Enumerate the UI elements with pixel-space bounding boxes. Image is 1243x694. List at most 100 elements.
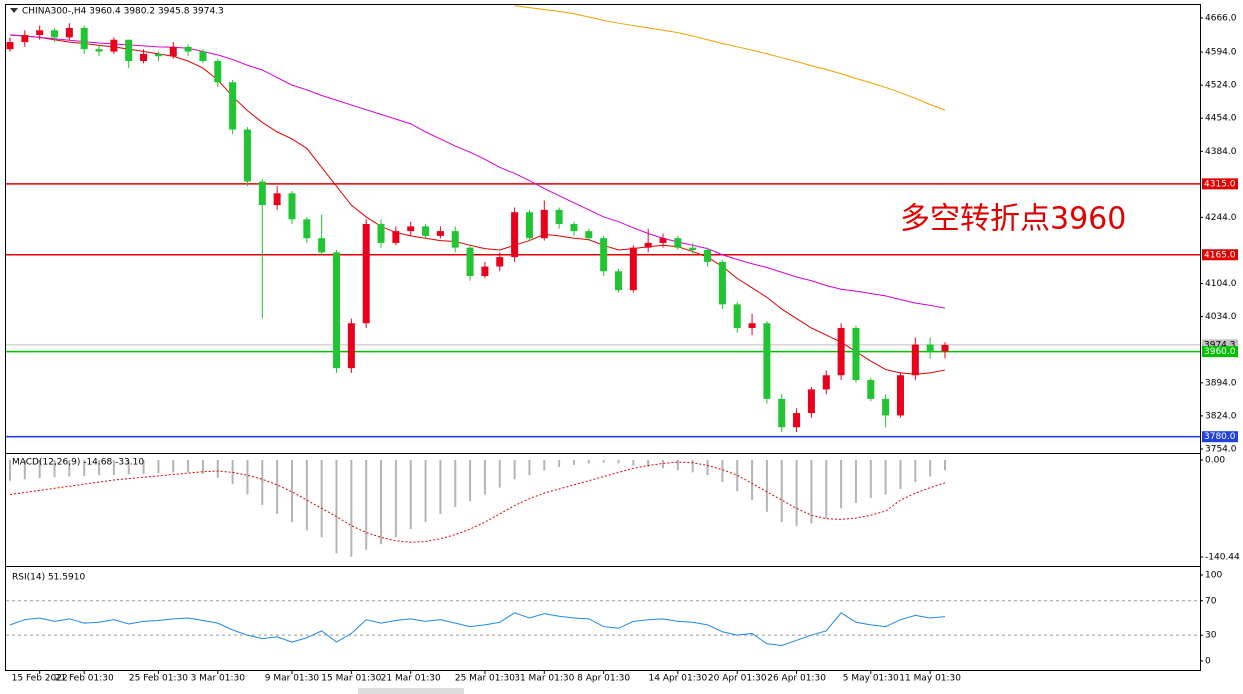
candle-body [644,242,652,248]
macd-label: MACD(12,26,9) -14.68 -33.10 [12,458,144,468]
y-tick-label: 3894.0 [1205,378,1237,388]
y-tick-label: 70 [1205,596,1217,606]
x-tick-label: 20 Apr 01:30 [708,674,767,684]
y-tick-label: 4384.0 [1205,147,1237,157]
candle-body [243,129,251,182]
level-tag [1202,346,1238,358]
candle-body [941,344,949,352]
y-tick-label: 4034.0 [1205,312,1237,322]
candle-body [540,209,548,239]
candle-body [110,39,118,52]
y-tick-label: 0.00 [1205,455,1225,465]
candle-body [318,238,326,253]
x-tick-label: 15 Feb 2022 [12,674,68,684]
candle-body [496,257,504,267]
x-tick-label: 31 Mar 01:30 [514,674,574,684]
candle-body [333,252,341,369]
candle-body [748,323,756,328]
candle-body [822,375,830,390]
y-tick-label: 4454.0 [1205,114,1237,124]
candle-body [807,389,815,414]
candle-body [570,224,578,232]
candle-body [852,327,860,380]
candle-body [229,82,237,130]
moving-average [514,5,946,111]
y-tick-label: 100 [1205,570,1222,580]
x-tick-label: 21 Feb 01:30 [55,674,114,684]
level-tag [1202,249,1238,261]
rsi-line [9,612,946,646]
moving-average [9,34,946,309]
y-tick-label: 4666.0 [1205,13,1237,23]
candle-body [659,238,667,243]
y-tick-label: 3824.0 [1205,411,1237,421]
chart-title: CHINA300-,H4 3960.4 3980.2 3945.8 3974.3 [22,7,224,17]
level-tag [1202,431,1238,443]
price-plot [6,5,1200,438]
rsi-plot [6,600,1200,646]
y-tick-label: 30 [1205,631,1217,641]
candle-body [422,226,430,236]
candle-body [65,27,73,38]
menu-arrow[interactable] [10,8,18,13]
x-tick-label: 14 Apr 01:30 [649,674,708,684]
candle-body [184,46,192,52]
candle-body [614,271,622,291]
candle-body [451,231,459,248]
candle-body [36,30,44,36]
candle-body [600,238,608,272]
y-tick-label: 0 [1205,656,1211,666]
y-tick-label: 3754.0 [1205,444,1237,454]
y-tick-label: 4594.0 [1205,48,1237,58]
candle-body [585,231,593,239]
candle-body [793,413,801,428]
level-tag [1202,339,1238,351]
y-tick-label: -140.44 [1205,553,1240,563]
candle-body [718,261,726,305]
candle-body [273,193,281,206]
x-tick-label: 26 Apr 01:30 [767,674,826,684]
y-tick-label: 4244.0 [1205,213,1237,223]
candle-body [926,344,934,352]
annotation: 多空转折点3960 [900,202,1126,237]
candle-body [525,212,533,239]
candle-body [169,46,177,57]
candle-body [407,226,415,232]
x-tick-label: 15 Mar 01:30 [321,674,381,684]
candle-body [51,30,59,38]
candle-body [392,231,400,243]
y-tick-label: 4104.0 [1205,279,1237,289]
candle-body [303,219,311,239]
level-label: 3780.0 [1204,432,1236,442]
candle-body [362,224,370,324]
x-tick-label: 5 May 01:30 [843,674,899,684]
signal-line [9,461,946,543]
level-label: 4165.0 [1204,250,1236,260]
scroll-tab[interactable] [358,688,464,694]
candle-body [511,212,519,258]
candle-body [896,375,904,416]
candle-body [481,266,489,277]
y-tick-label: 4524.0 [1205,81,1237,91]
x-tick-label: 25 Feb 01:30 [129,674,188,684]
candle-body [6,42,14,50]
x-tick-label: 3 Mar 01:30 [191,674,246,684]
level-label: 3974.3 [1204,340,1236,350]
candle-body [125,39,133,61]
candle-body [258,181,266,206]
candle-body [867,379,875,399]
candle-body [733,304,741,328]
candle-body [347,323,355,369]
candle-body [704,250,712,262]
candle-body [95,49,103,52]
candle-body [288,193,296,220]
candle-body [689,247,697,251]
candle-body [911,344,919,376]
x-tick-label: 11 May 01:30 [899,674,961,684]
moving-average [9,34,946,375]
candle-body [199,51,207,61]
level-tag [1202,178,1238,190]
macd-plot [9,459,946,557]
